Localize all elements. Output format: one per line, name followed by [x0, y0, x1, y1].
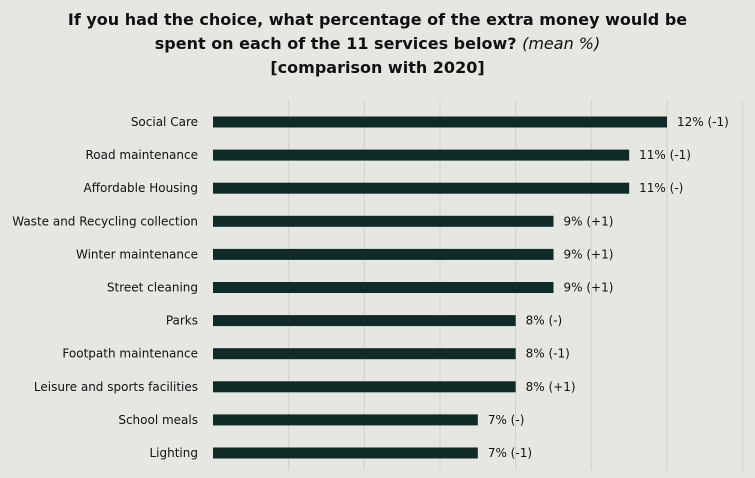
title-line-3: [comparison with 2020] [270, 58, 485, 77]
category-label: Winter maintenance [76, 247, 198, 261]
bar [213, 182, 630, 194]
category-label: Affordable Housing [84, 181, 198, 195]
bar [213, 248, 554, 260]
title-line-2-text: spent on each of the 11 services below? [154, 34, 517, 53]
title-line-1: If you had the choice, what percentage o… [67, 10, 688, 29]
category-label: Leisure and sports facilities [34, 380, 198, 394]
chart-title: If you had the choice, what percentage o… [0, 8, 755, 80]
category-label: Street cleaning [107, 281, 198, 295]
category-label: Social Care [131, 115, 198, 129]
data-label: 11% (-) [639, 181, 683, 195]
bar [213, 149, 630, 161]
data-label: 12% (-1) [677, 115, 729, 129]
category-label: School meals [118, 413, 198, 427]
bar [213, 381, 516, 393]
data-label: 8% (+1) [526, 380, 576, 394]
title-suffix: (mean %) [522, 34, 601, 53]
data-label: 8% (-1) [526, 347, 570, 361]
category-label: Lighting [149, 446, 198, 460]
bar [213, 315, 516, 327]
category-label: Footpath maintenance [62, 347, 198, 361]
data-label: 7% (-) [488, 413, 525, 427]
bar [213, 414, 478, 426]
data-label: 9% (+1) [564, 281, 614, 295]
category-label: Road maintenance [85, 148, 198, 162]
bar [213, 116, 667, 128]
data-label: 8% (-) [526, 314, 563, 328]
title-line-2: spent on each of the 11 services below? … [0, 32, 755, 56]
bar [213, 348, 516, 360]
data-label: 9% (+1) [564, 247, 614, 261]
data-label: 11% (-1) [639, 148, 691, 162]
bar [213, 282, 554, 293]
data-label: 9% (+1) [564, 214, 614, 228]
data-label: 7% (-1) [488, 446, 532, 460]
category-label: Parks [166, 314, 198, 328]
bar [213, 215, 554, 227]
category-label: Waste and Recycling collection [12, 214, 198, 228]
bar [213, 447, 478, 459]
